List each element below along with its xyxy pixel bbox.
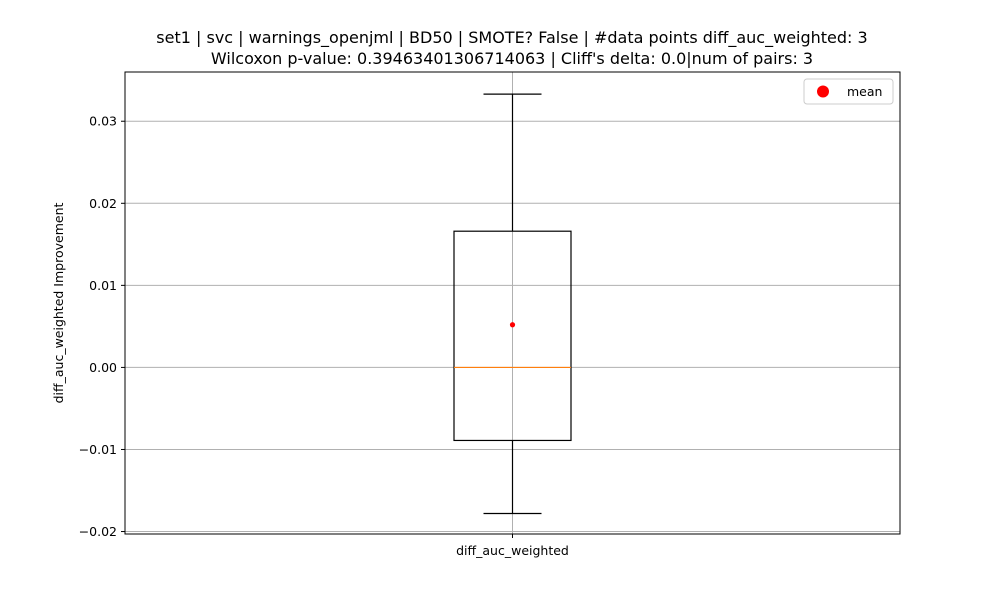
- interquartile-box: [453, 230, 572, 442]
- x-axis-ticks: diff_auc_weighted: [456, 534, 569, 558]
- y-tick-label: −0.01: [79, 442, 117, 457]
- chart-title-line1: set1 | svc | warnings_openjml | BD50 | S…: [156, 28, 867, 48]
- legend: mean: [803, 78, 894, 105]
- box-plot: [453, 93, 572, 515]
- x-tick-label: diff_auc_weighted: [456, 543, 569, 558]
- y-axis-ticks: −0.02 −0.01 0.00 0.01 0.02 0.03: [79, 114, 125, 539]
- y-tick-label: 0.01: [89, 278, 117, 293]
- y-tick-label: 0.00: [89, 360, 117, 375]
- y-tick-label: 0.03: [89, 114, 117, 129]
- legend-mean-marker-icon: [817, 85, 829, 98]
- y-tick-label: −0.02: [79, 524, 117, 539]
- chart-title-line2: Wilcoxon p-value: 0.39463401306714063 | …: [211, 49, 813, 68]
- y-axis-label: diff_auc_weighted Improvement: [51, 203, 66, 404]
- plot-frame: [124, 71, 901, 535]
- legend-label-mean: mean: [847, 84, 882, 99]
- y-tick-label: 0.02: [89, 196, 117, 211]
- mean-marker: [509, 322, 516, 328]
- legend-frame: [803, 78, 894, 105]
